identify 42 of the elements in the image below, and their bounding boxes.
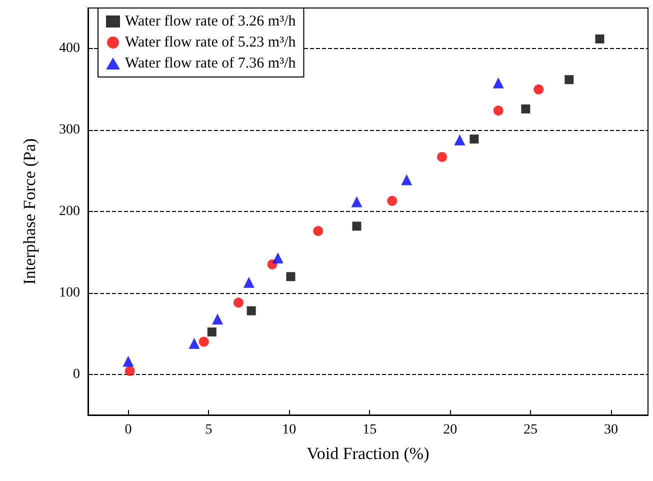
y-tick-label: 200 [59, 204, 80, 219]
x-tick-label: 10 [282, 422, 296, 438]
point [437, 152, 448, 162]
legend-label: Water flow rate of 5.23 m³/h [125, 34, 296, 50]
x-tick-label: 0 [124, 422, 132, 438]
point [272, 252, 284, 264]
point [351, 196, 362, 208]
legend-label: Water flow rate of 3.26 m³/h [125, 14, 296, 30]
x-tick-label: 5 [205, 422, 212, 438]
y-tick-label: 0 [73, 366, 80, 382]
point [233, 298, 244, 308]
point [534, 84, 544, 94]
point [188, 338, 200, 349]
x-tick-label: 25 [524, 422, 538, 438]
point [387, 196, 398, 206]
point [454, 134, 466, 146]
y-tick-label: 100 [59, 285, 80, 300]
legend-label: Water flow rate of 7.36 m³/h [125, 56, 296, 72]
point [212, 313, 224, 324]
y-axis-title: Interphase Force (Pa) [20, 138, 39, 285]
point [352, 222, 362, 231]
point [493, 106, 504, 116]
x-tick-label: 20 [443, 422, 458, 438]
point [198, 336, 209, 347]
point [401, 174, 412, 186]
point [124, 366, 135, 376]
point [286, 272, 296, 282]
point [595, 34, 604, 44]
point [521, 104, 530, 114]
x-tick-label: 15 [362, 422, 377, 438]
x-axis-title: Void Fraction (%) [306, 444, 430, 463]
point [207, 327, 216, 336]
x-tick-label: 30 [604, 422, 618, 438]
y-tick-label: 300 [59, 122, 80, 138]
point [564, 75, 574, 84]
point [246, 306, 256, 316]
y-tick-label: 400 [59, 41, 80, 56]
point [122, 356, 134, 367]
point [492, 77, 504, 88]
point [313, 226, 324, 236]
point [243, 276, 254, 288]
point [470, 134, 479, 144]
